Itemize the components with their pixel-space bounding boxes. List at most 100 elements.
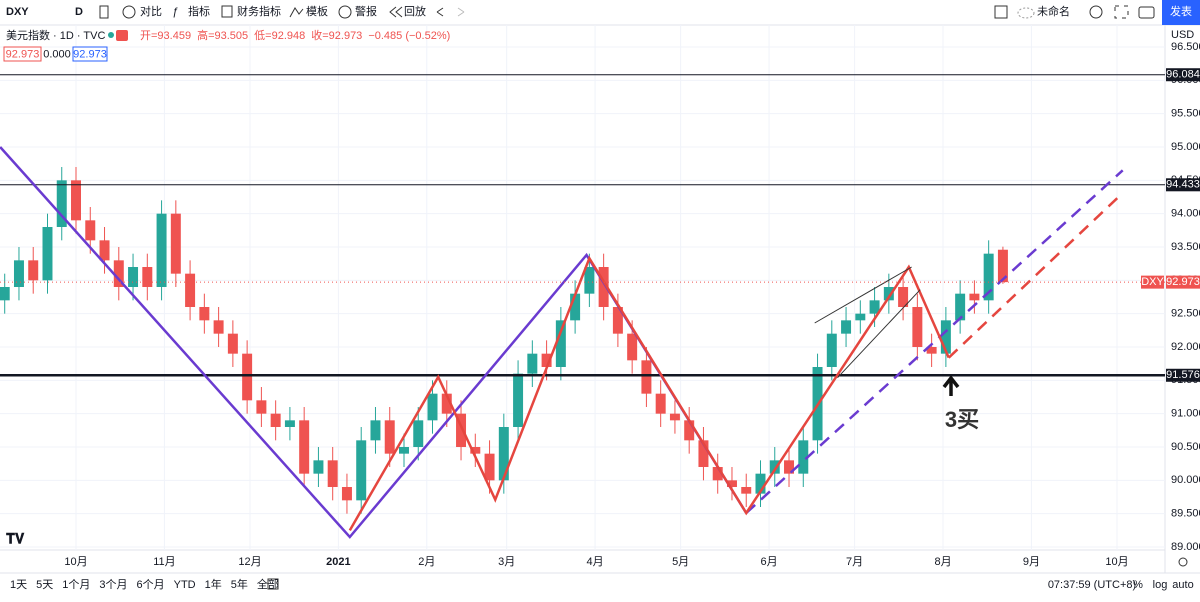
price-tag	[1166, 68, 1200, 82]
axis-option[interactable]: auto	[1172, 579, 1193, 591]
x-tick-label: 10月	[1105, 556, 1128, 568]
x-tick-label: 6月	[760, 556, 777, 568]
last-price-label: 92.973	[1166, 276, 1200, 288]
publish-label[interactable]: 发表	[1170, 4, 1192, 18]
y-tick-label: 92.000	[1171, 341, 1200, 353]
candle-body	[584, 267, 595, 294]
range-button[interactable]: 6个月	[137, 578, 165, 591]
fullscreen-icon[interactable]	[1114, 5, 1129, 19]
symbol[interactable]: DXY	[6, 6, 29, 18]
candle-body	[841, 320, 852, 334]
chart-style-icon[interactable]	[99, 5, 109, 19]
candle-body	[28, 260, 39, 281]
price-tag-label: 91.576	[1166, 369, 1200, 381]
toolbar-button[interactable]: 警报	[355, 4, 377, 18]
candle-body	[527, 353, 538, 374]
candle-body	[698, 440, 709, 467]
y-tick-label: 95.000	[1171, 141, 1200, 153]
candle-body	[0, 287, 10, 301]
toolbar-button[interactable]: 回放	[404, 4, 426, 18]
y-tick-label: 95.500	[1171, 108, 1200, 120]
candle-body	[641, 360, 652, 394]
candle-body	[855, 313, 866, 321]
candle-body	[456, 413, 467, 447]
axis-settings-icon[interactable]	[1178, 557, 1188, 567]
x-tick-label: 8月	[934, 556, 951, 568]
currency-label: USD	[1171, 29, 1194, 41]
candle-body	[370, 420, 381, 441]
candle-body	[555, 320, 566, 367]
candle-body	[470, 447, 481, 454]
candle-body	[256, 400, 267, 414]
toolbar-button[interactable]: 财务指标	[237, 4, 281, 18]
candle-body	[384, 420, 395, 454]
candle-body	[85, 220, 96, 241]
range-button[interactable]: YTD	[174, 579, 196, 591]
range-button[interactable]: 1天	[10, 579, 27, 591]
layout-icon[interactable]	[994, 5, 1008, 19]
status-dot	[108, 32, 114, 38]
replay-icon	[389, 6, 403, 18]
settings-icon[interactable]	[1089, 5, 1103, 19]
candle-body	[769, 460, 780, 474]
x-tick-label: 2月	[418, 556, 435, 568]
candle-body	[570, 293, 581, 321]
candle-body	[113, 260, 124, 287]
y-tick-label: 89.500	[1171, 508, 1200, 520]
candle-body	[541, 353, 552, 367]
candle-body	[356, 440, 367, 501]
alert-icon	[338, 5, 352, 19]
candle-body	[242, 353, 253, 401]
date-range-icon[interactable]	[267, 578, 279, 590]
last-price-tag	[1166, 275, 1200, 289]
toolbar-button[interactable]: 对比	[140, 4, 162, 18]
range-button[interactable]: 1个月	[62, 578, 90, 591]
undo-icon[interactable]	[436, 7, 444, 17]
trend-line	[745, 169, 1124, 514]
candle-body	[498, 427, 509, 481]
candle-body	[299, 420, 310, 474]
value-box	[3, 46, 42, 62]
candle-body	[128, 267, 139, 287]
legend-value: 高=93.505	[197, 28, 248, 42]
layout-name[interactable]: 未命名	[1037, 4, 1070, 18]
value-box-text: 92.973	[6, 48, 40, 60]
tv-logo: 𝐓𝐕	[6, 531, 25, 547]
range-button[interactable]: 5年	[231, 577, 248, 591]
range-button[interactable]: 1年	[205, 577, 222, 591]
candle-body	[940, 320, 951, 354]
candle-body	[598, 267, 609, 307]
candle-body	[71, 180, 81, 221]
toolbar-button[interactable]: 模板	[306, 4, 328, 18]
candle-body	[684, 420, 695, 441]
candle-body	[42, 227, 53, 281]
candle-body	[669, 413, 680, 421]
price-tag	[1166, 178, 1200, 192]
axis-option[interactable]: log	[1153, 579, 1168, 591]
toolbar-button[interactable]: 指标	[188, 4, 210, 18]
x-tick-label: 5月	[672, 556, 689, 568]
bottom-bar: 07:37:59 (UTC+8) 1天 5天 1个月 3个月 6个月 YTD 1年 5年 全部%…	[0, 557, 1200, 591]
range-button[interactable]: 3个月	[99, 578, 127, 591]
candle-body	[926, 347, 937, 354]
trend-line	[837, 289, 921, 379]
legend-value: 收=92.973	[311, 28, 362, 42]
interval[interactable]: D	[75, 6, 83, 18]
range-button[interactable]: 全部	[257, 577, 279, 591]
snapshot-icon[interactable]	[1138, 6, 1155, 19]
candle-body	[712, 467, 723, 481]
range-button[interactable]: 5天	[36, 579, 53, 591]
candle-body	[427, 393, 438, 421]
legend-ohlc: 开=93.459 高=93.505 低=92.948 收=92.973 −0.485 (…	[140, 28, 450, 42]
candle-body	[869, 300, 880, 314]
publish-button[interactable]	[1162, 0, 1200, 25]
clock: 07:37:59 (UTC+8)	[1048, 579, 1136, 591]
toolbar: DXY D 对比 ƒ 指标 财务指标 模板 警报 回放 未命名 发表	[0, 0, 1200, 26]
candle-body	[441, 393, 452, 414]
candle-body	[170, 213, 181, 274]
redo-icon[interactable]	[457, 7, 465, 17]
candle-body	[741, 487, 752, 494]
candle-body	[997, 249, 1008, 283]
axis-option[interactable]: %	[1133, 579, 1143, 591]
